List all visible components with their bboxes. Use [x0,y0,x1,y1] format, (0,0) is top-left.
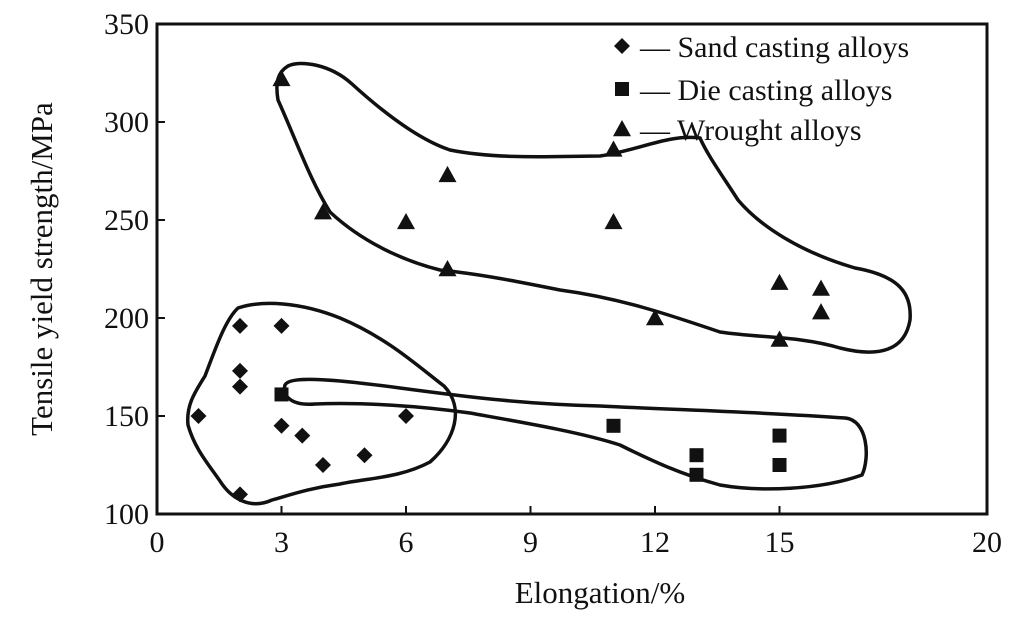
data-point-square [274,387,289,402]
data-point-triangle [438,260,457,277]
die-casting-envelope [282,377,869,491]
y-axis-label: Tensile yield strength/MPa [24,102,59,436]
x-tick-label: 15 [765,526,795,559]
data-markers [190,69,830,503]
legend-marker-triangle [613,120,631,137]
data-point-diamond [273,417,290,434]
data-point-diamond [232,486,248,503]
y-tick-label: 250 [104,204,149,237]
series-square [274,387,787,482]
data-point-triangle [314,203,332,220]
x-tick-label: 9 [523,526,538,559]
data-point-diamond [232,378,248,395]
data-point-diamond [294,427,311,444]
y-tick-label: 200 [104,302,149,335]
data-point-triangle [438,165,457,183]
legend-marker-diamond [614,38,630,54]
data-point-diamond [356,447,373,464]
legend-item: — Wrought alloys [613,114,862,147]
x-axis: 0 3 6 9 12 15 20 [150,506,1002,559]
data-point-triangle [397,212,415,230]
data-point-square [606,418,621,433]
data-point-triangle [272,69,291,87]
legend-label: — Die casting alloys [639,74,892,107]
data-point-diamond [315,457,331,473]
plot-frame [155,22,989,516]
series-triangle [272,69,830,347]
data-point-square [689,467,704,482]
series-diamond [190,317,414,503]
data-point-triangle [770,273,789,290]
data-point-triangle [646,309,664,326]
x-tick-label: 0 [150,526,165,559]
plot-area [155,22,989,516]
x-tick-label: 6 [399,526,414,559]
data-point-triangle [770,330,789,347]
data-point-triangle [604,140,623,157]
y-tick-label: 350 [104,8,149,41]
data-point-triangle [812,303,830,320]
x-tick-label: 3 [274,526,289,559]
sand-casting-envelope [185,301,458,506]
legend-marker-square [615,82,629,96]
legend-item: — Sand casting alloys [614,31,909,64]
data-point-square [772,428,787,443]
x-tick-label: 12 [640,526,670,559]
y-tick-label: 150 [104,400,149,433]
legend-label: — Wrought alloys [639,114,862,147]
data-point-diamond [190,408,207,424]
data-point-diamond [398,408,414,424]
data-point-square [689,448,704,463]
y-tick-label: 300 [104,106,149,139]
y-axis: 100 150 200 250 300 350 [104,8,165,531]
legend: — Sand casting alloys — Die casting alloy… [613,31,909,147]
data-point-diamond [273,317,290,334]
x-axis-label: Elongation/% [515,575,685,610]
wrought-alloys-envelope [275,61,912,354]
x-tick-label: 20 [972,526,1002,559]
data-point-square [772,458,787,472]
legend-item: — Die casting alloys [615,74,892,107]
data-point-diamond [232,317,248,334]
y-tick-label: 100 [104,498,149,531]
data-point-triangle [812,279,830,296]
data-point-diamond [232,362,248,379]
data-point-triangle [604,212,623,230]
legend-label: — Sand casting alloys [639,31,909,64]
